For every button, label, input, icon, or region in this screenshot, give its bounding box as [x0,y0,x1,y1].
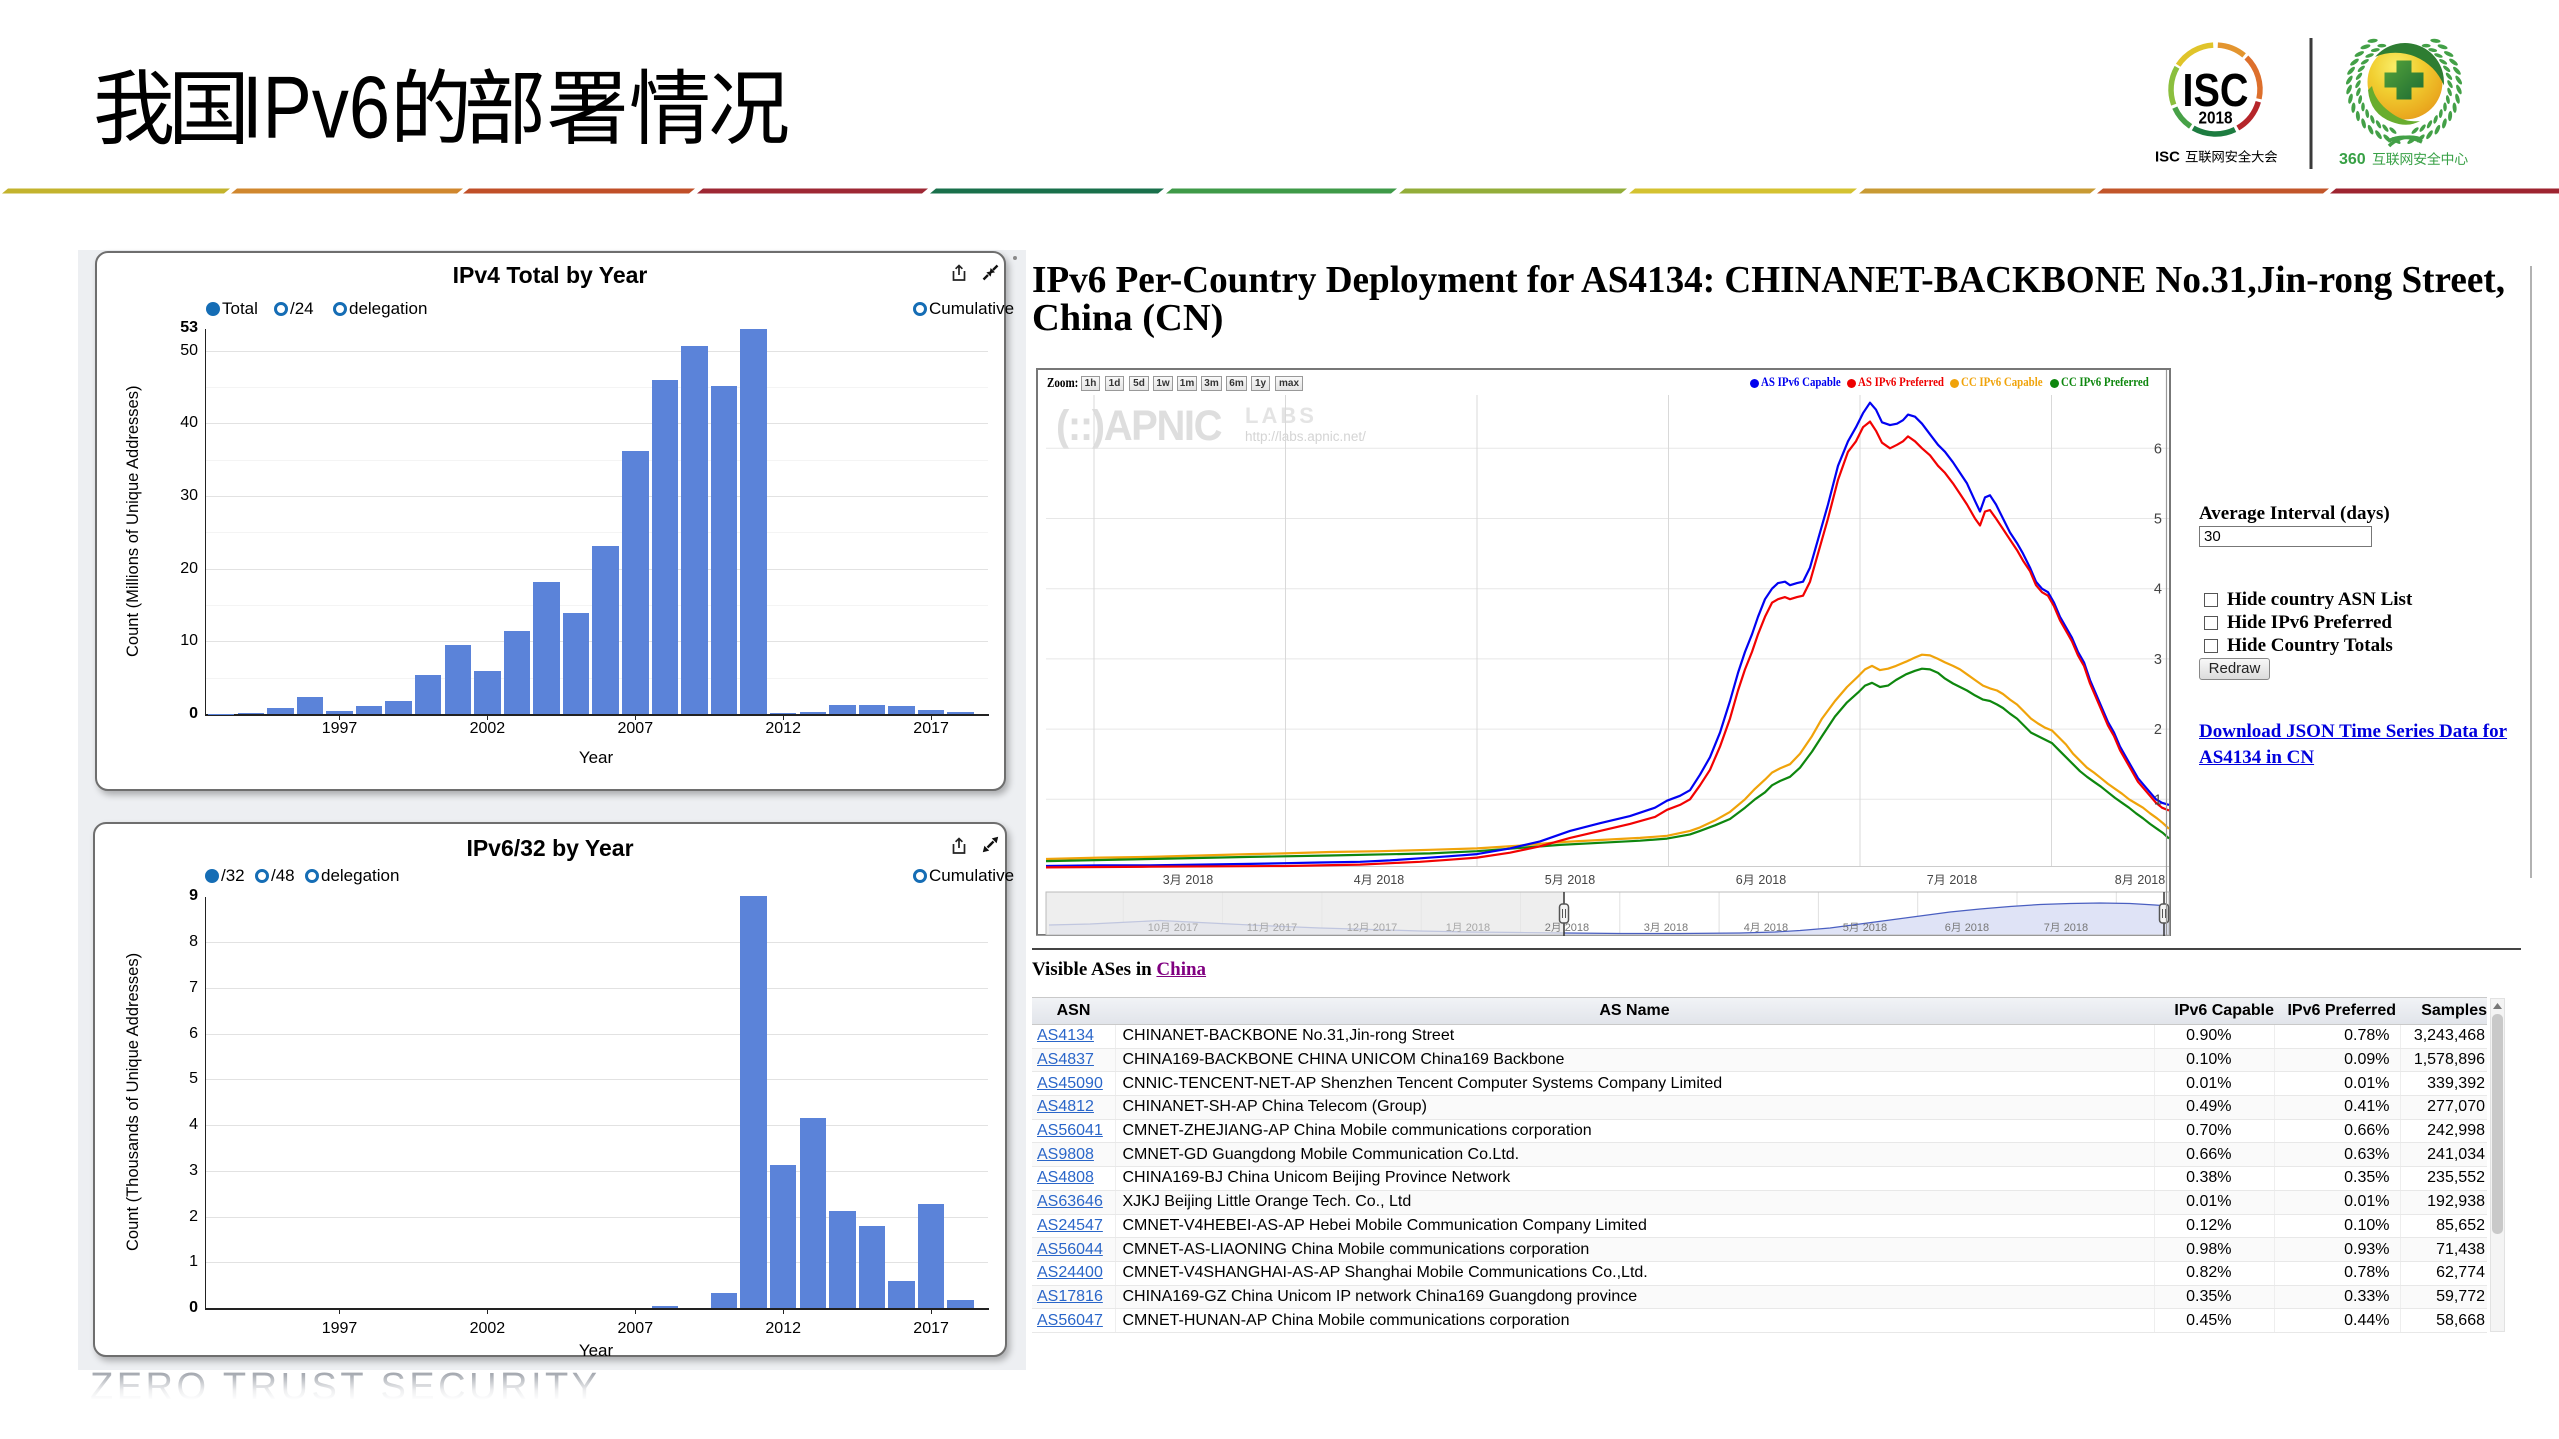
svg-text:2017: 2017 [1373,922,1397,934]
svg-text:5: 5 [1843,922,1849,934]
svg-text:6: 6 [1736,873,1743,887]
svg-text:4: 4 [2154,582,2162,598]
svg-text:5: 5 [1545,873,1552,887]
svg-text:2017: 2017 [1273,922,1297,934]
svg-text:2017: 2017 [1174,922,1198,934]
svg-text:2018: 2018 [2199,108,2233,128]
svg-text:3: 3 [2154,652,2162,668]
svg-text:2018: 2018 [1567,873,1595,887]
svg-text:6: 6 [1945,922,1951,934]
svg-text:2018: 2018 [1949,873,1977,887]
svg-text:3: 3 [1644,922,1650,934]
svg-text:2018: 2018 [1863,922,1887,934]
svg-text:ISC: ISC [2155,149,2180,166]
svg-text:4: 4 [1354,873,1361,887]
svg-text:12: 12 [1347,922,1359,934]
svg-text:4: 4 [1744,922,1750,934]
svg-text:2018: 2018 [2137,873,2165,887]
svg-text:2018: 2018 [1758,873,1786,887]
svg-text:2018: 2018 [1565,922,1589,934]
svg-text:5: 5 [2154,512,2162,528]
svg-text:2: 2 [2154,722,2162,738]
svg-text:IPv6: IPv6 [242,58,390,157]
svg-text:7: 7 [1927,873,1934,887]
svg-text:ISC: ISC [2183,64,2249,116]
svg-text:2018: 2018 [1466,922,1490,934]
svg-text:2018: 2018 [1965,922,1989,934]
svg-text:6: 6 [2154,441,2162,457]
svg-text:2018: 2018 [1185,873,1213,887]
svg-text:2018: 2018 [1376,873,1404,887]
svg-text:8: 8 [2115,873,2122,887]
svg-text:360: 360 [2339,151,2366,168]
svg-text:2018: 2018 [1664,922,1688,934]
svg-text:1: 1 [2154,792,2162,808]
svg-text:10: 10 [1148,922,1160,934]
svg-text:1: 1 [1446,922,1452,934]
svg-text:2018: 2018 [1764,922,1788,934]
svg-text:7: 7 [2044,922,2050,934]
svg-text:3: 3 [1163,873,1170,887]
svg-text:11: 11 [1247,922,1258,934]
svg-text:2: 2 [1545,922,1551,934]
svg-text:2018: 2018 [2064,922,2088,934]
